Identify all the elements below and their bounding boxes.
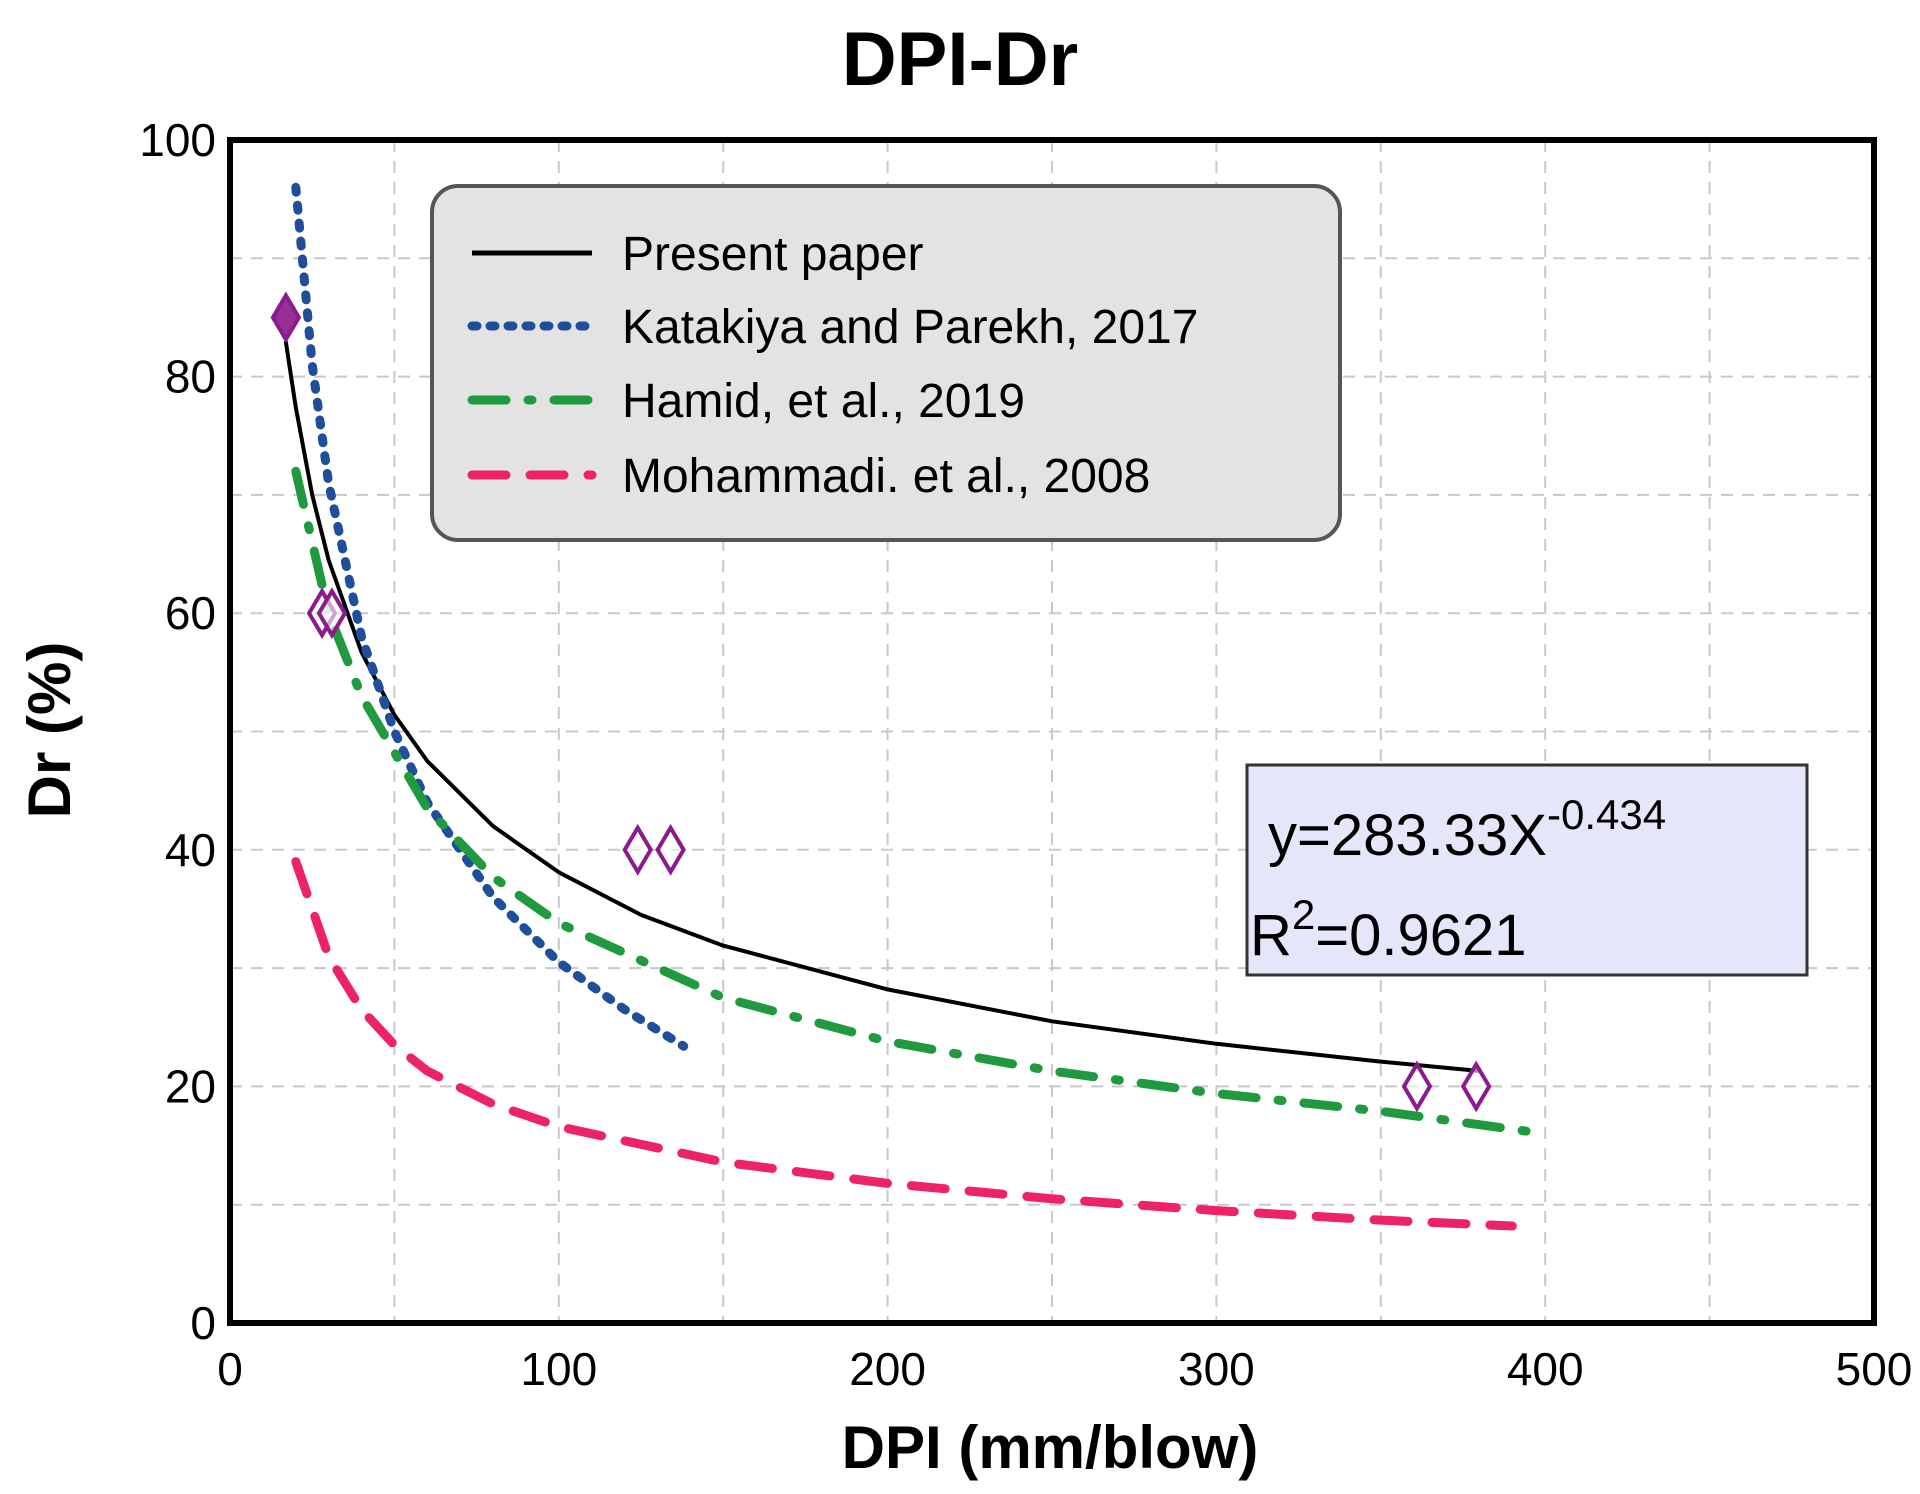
legend-label-hamid: Hamid, et al., 2019 (622, 375, 1025, 428)
plot-frame (227, 137, 1877, 1326)
tick-labels: 0 100 200 300 400 500 0 20 40 60 80 100 (139, 114, 1912, 1395)
data-point-marker (1460, 1060, 1492, 1113)
x-tick-label: 300 (1178, 1343, 1255, 1395)
x-tick-label: 200 (849, 1343, 926, 1395)
data-point-marker (316, 587, 348, 640)
equation-text: y=283.33X-0.434 (1268, 791, 1666, 868)
series-line-2 (291, 466, 1550, 1139)
series-line-3 (291, 857, 1517, 1231)
legend-label-present-paper: Present paper (622, 228, 924, 281)
x-tick-label: 500 (1836, 1343, 1913, 1395)
y-tick-label: 0 (190, 1297, 216, 1349)
data-point-marker (622, 823, 654, 876)
data-point-marker (1401, 1060, 1433, 1113)
x-tick-label: 100 (520, 1343, 597, 1395)
series-layer (283, 182, 1550, 1231)
markers-layer (270, 291, 1492, 1113)
series-line-0 (283, 340, 1482, 1073)
x-tick-label: 0 (217, 1343, 243, 1395)
y-tick-label: 40 (165, 824, 216, 876)
x-tick-label: 400 (1507, 1343, 1584, 1395)
legend-label-katakiya: Katakiya and Parekh, 2017 (622, 301, 1198, 354)
data-point-marker (270, 291, 302, 344)
equation-exponent: -0.434 (1547, 791, 1666, 838)
chart-title: DPI-Dr (842, 17, 1078, 102)
data-point-marker (655, 823, 686, 876)
x-axis-label: DPI (mm/blow) (842, 1414, 1259, 1481)
r-squared-exponent: 2 (1292, 891, 1315, 938)
legend-box (430, 184, 1342, 542)
legend-label-mohammadi: Mohammadi. et al., 2008 (622, 450, 1150, 503)
y-tick-label: 80 (165, 351, 216, 403)
y-tick-label: 100 (139, 114, 216, 166)
y-tick-label: 20 (165, 1060, 216, 1112)
equation-box-frame (1245, 763, 1809, 977)
legend: Present paper Katakiya and Parekh, 2017 … (430, 184, 1342, 542)
y-axis-label: Dr (%) (16, 642, 83, 819)
y-tick-label: 60 (165, 587, 216, 639)
r-squared-text: R2=0.9621 (1250, 891, 1527, 968)
series-line-1 (291, 182, 689, 1051)
equation-box: y=283.33X-0.434 R2=0.9621 (1245, 763, 1809, 977)
